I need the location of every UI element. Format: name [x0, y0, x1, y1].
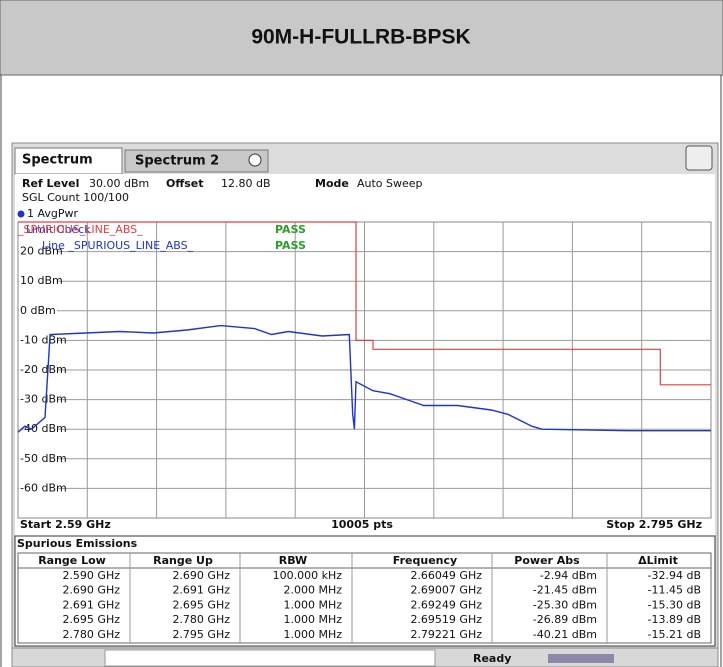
table-cell: 2.000 MHz — [283, 584, 342, 597]
table-cell: -11.45 dB — [648, 584, 702, 597]
table-cell: -25.30 dBm — [533, 598, 597, 611]
tick-label-bg — [19, 423, 57, 436]
table-header: Power Abs — [514, 554, 580, 567]
table-cell: -2.94 dBm — [540, 569, 597, 582]
table-header: ΔLimit — [638, 554, 678, 567]
tick-label-bg — [19, 334, 57, 347]
progress — [548, 654, 614, 663]
tick-label-bg — [19, 275, 57, 288]
limit-result: PASS — [275, 239, 306, 252]
trace-dot — [17, 210, 25, 218]
limit-name: _SPURIOUS_LINE_ABS_ — [17, 223, 143, 236]
status-field — [104, 649, 436, 667]
value: Auto Sweep — [357, 177, 423, 190]
value: 30.00 dBm — [89, 177, 149, 190]
table-cell: 2.695 GHz — [62, 613, 120, 626]
table-title: Spurious Emissions — [17, 537, 138, 550]
y-tick-label: -20 dBm — [20, 363, 67, 376]
trace — [17, 324, 711, 433]
table-cell: -32.94 dB — [648, 569, 702, 582]
table-cell: 2.795 GHz — [172, 628, 230, 641]
footer-start: Start 2.59 GHz — [20, 518, 111, 531]
table-cell: 2.69007 GHz — [410, 584, 482, 597]
table-cell: 2.780 GHz — [172, 613, 230, 626]
table-cell: 2.690 GHz — [62, 584, 120, 597]
table-cell: 2.79221 GHz — [410, 628, 482, 641]
table-cell: 2.690 GHz — [172, 569, 230, 582]
limit-name: Line _SPURIOUS_LINE_ABS_ — [42, 239, 194, 252]
y-tick-label: 20 dBm — [20, 245, 63, 258]
table-cell: 2.69519 GHz — [410, 613, 482, 626]
table-header: RBW — [279, 554, 307, 567]
table-cell: 100.000 kHz — [273, 569, 343, 582]
limit-result: PASS — [275, 223, 306, 236]
close-icon[interactable] — [248, 153, 262, 167]
limit-line — [18, 221, 711, 386]
footer-stop: Stop 2.795 GHz — [606, 518, 702, 531]
header-bar — [0, 0, 723, 76]
tab[interactable] — [124, 149, 269, 173]
tick-label-bg — [19, 482, 57, 495]
y-tick-label: -10 dBm — [20, 333, 67, 346]
y-tick-label: 0 dBm — [20, 304, 56, 317]
y-tick-label: 10 dBm — [20, 274, 63, 287]
label: Ref Level — [22, 177, 79, 190]
table-cell: -15.30 dB — [648, 598, 702, 611]
table-cell: -21.45 dBm — [533, 584, 597, 597]
table-cell: 2.69249 GHz — [410, 598, 482, 611]
label: Mode — [315, 177, 349, 190]
table-cell: -15.21 dB — [648, 628, 702, 641]
label: Offset — [166, 177, 204, 190]
table-cell: 2.695 GHz — [172, 598, 230, 611]
table-cell: 2.780 GHz — [62, 628, 120, 641]
table-cell: 2.691 GHz — [172, 584, 230, 597]
table-cell: -26.89 dBm — [533, 613, 597, 626]
value: SGL Count 100/100 — [22, 191, 129, 204]
table-cell: 1.000 MHz — [283, 628, 342, 641]
table-cell: 2.691 GHz — [62, 598, 120, 611]
y-tick-label: -60 dBm — [20, 481, 67, 494]
limit-title: Limit Check — [26, 223, 91, 236]
table-cell: 2.66049 GHz — [410, 569, 482, 582]
tick-label-bg — [19, 393, 57, 406]
tick-label-bg — [19, 245, 57, 258]
value: 12.80 dB — [221, 177, 271, 190]
table-header: Range Up — [153, 554, 213, 567]
footer-points: 10005 pts — [331, 518, 393, 531]
y-tick-label: -40 dBm — [20, 422, 67, 435]
icon[interactable] — [685, 145, 713, 171]
y-tick-label: -50 dBm — [20, 452, 67, 465]
table-cell: 2.590 GHz — [62, 569, 120, 582]
y-tick-label: -30 dBm — [20, 393, 67, 406]
table-cell: 1.000 MHz — [283, 613, 342, 626]
table-cell: 1.000 MHz — [283, 598, 342, 611]
tab-label: Spectrum 2 — [135, 154, 219, 169]
status: Ready — [473, 652, 511, 665]
table-cell: -40.21 dBm — [533, 628, 597, 641]
table-header: Range Low — [38, 554, 106, 567]
table-header: Frequency — [393, 554, 457, 567]
tab-label: Spectrum — [22, 153, 93, 168]
trace-label: 1 AvgPwr — [27, 207, 78, 220]
table-cell: -13.89 dB — [648, 613, 702, 626]
header-title: 90M-H-FULLRB-BPSK — [251, 26, 470, 49]
tick-label-bg — [19, 452, 57, 465]
tick-label-bg — [19, 304, 57, 317]
